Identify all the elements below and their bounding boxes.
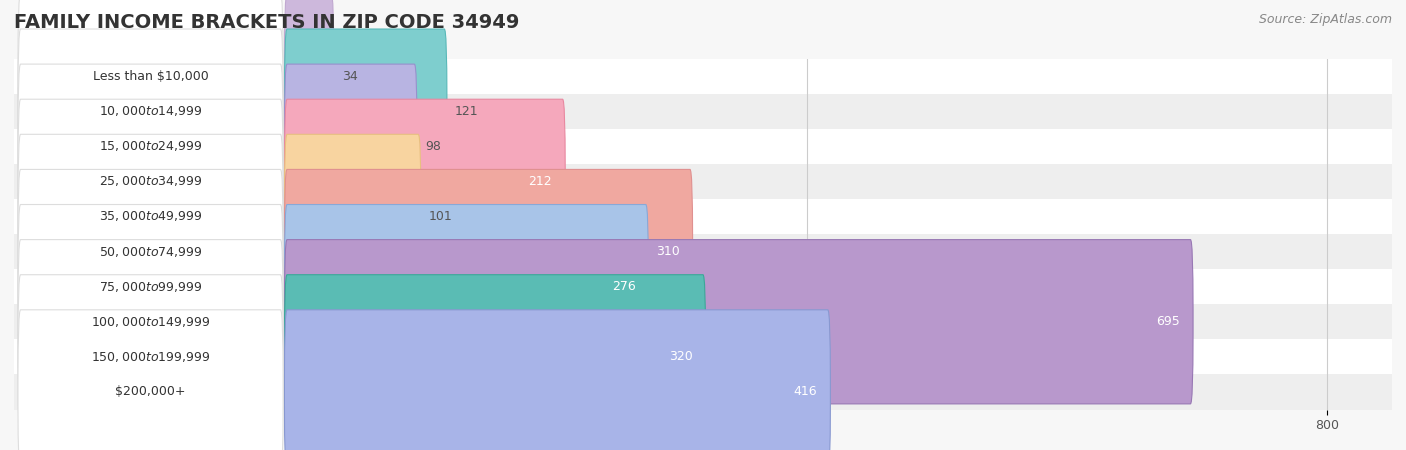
Text: $10,000 to $14,999: $10,000 to $14,999 — [98, 104, 202, 118]
FancyBboxPatch shape — [284, 239, 1194, 404]
Text: $15,000 to $24,999: $15,000 to $24,999 — [98, 139, 202, 153]
FancyBboxPatch shape — [284, 0, 333, 158]
FancyBboxPatch shape — [284, 29, 447, 194]
FancyBboxPatch shape — [18, 134, 283, 299]
FancyBboxPatch shape — [284, 169, 693, 334]
Bar — [14, 304, 1392, 339]
FancyBboxPatch shape — [284, 134, 420, 299]
FancyBboxPatch shape — [18, 274, 283, 439]
Bar — [14, 374, 1392, 410]
Text: 416: 416 — [794, 386, 817, 398]
Text: $35,000 to $49,999: $35,000 to $49,999 — [98, 209, 202, 224]
FancyBboxPatch shape — [18, 239, 283, 404]
FancyBboxPatch shape — [18, 99, 283, 264]
Text: 320: 320 — [669, 351, 693, 363]
Text: 121: 121 — [454, 105, 478, 117]
Text: 98: 98 — [425, 140, 440, 153]
FancyBboxPatch shape — [18, 169, 283, 334]
Text: $25,000 to $34,999: $25,000 to $34,999 — [98, 174, 202, 189]
Text: $100,000 to $149,999: $100,000 to $149,999 — [91, 315, 211, 329]
Bar — [14, 164, 1392, 199]
FancyBboxPatch shape — [284, 274, 706, 439]
FancyBboxPatch shape — [284, 310, 831, 450]
Text: Source: ZipAtlas.com: Source: ZipAtlas.com — [1258, 14, 1392, 27]
FancyBboxPatch shape — [18, 64, 283, 229]
Text: 34: 34 — [342, 70, 357, 82]
FancyBboxPatch shape — [18, 310, 283, 450]
Text: $200,000+: $200,000+ — [115, 386, 186, 398]
Text: Less than $10,000: Less than $10,000 — [93, 70, 208, 82]
Bar — [14, 94, 1392, 129]
Bar — [14, 234, 1392, 269]
FancyBboxPatch shape — [18, 0, 283, 158]
Text: 276: 276 — [612, 280, 636, 293]
Text: 695: 695 — [1156, 315, 1180, 328]
Bar — [14, 339, 1392, 374]
Text: $75,000 to $99,999: $75,000 to $99,999 — [98, 279, 202, 294]
Text: 101: 101 — [429, 210, 453, 223]
Text: $50,000 to $74,999: $50,000 to $74,999 — [98, 244, 202, 259]
Text: 310: 310 — [655, 245, 679, 258]
Text: FAMILY INCOME BRACKETS IN ZIP CODE 34949: FAMILY INCOME BRACKETS IN ZIP CODE 34949 — [14, 14, 519, 32]
Text: 212: 212 — [529, 175, 553, 188]
Text: $150,000 to $199,999: $150,000 to $199,999 — [91, 350, 211, 364]
Bar — [14, 269, 1392, 304]
Bar — [14, 199, 1392, 234]
FancyBboxPatch shape — [284, 99, 565, 264]
FancyBboxPatch shape — [284, 204, 648, 369]
Bar — [14, 58, 1392, 94]
FancyBboxPatch shape — [284, 64, 418, 229]
Bar — [14, 129, 1392, 164]
FancyBboxPatch shape — [18, 204, 283, 369]
FancyBboxPatch shape — [18, 29, 283, 194]
